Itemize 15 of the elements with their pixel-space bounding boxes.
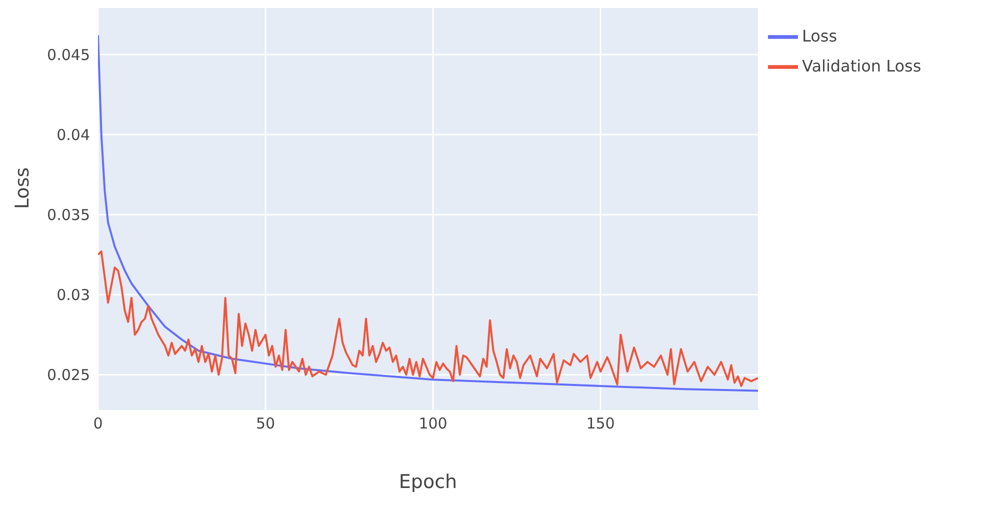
y-tick-label: 0.04 bbox=[56, 126, 90, 144]
y-tick-label: 0.035 bbox=[47, 206, 90, 224]
y-tick-label: 0.045 bbox=[47, 46, 90, 64]
y-tick-label: 0.03 bbox=[56, 286, 90, 304]
y-axis-title: Loss bbox=[12, 167, 34, 209]
x-axis-title: Epoch bbox=[398, 471, 458, 493]
line-series bbox=[98, 34, 758, 392]
x-tick-label: 100 bbox=[418, 414, 448, 433]
x-tick-label: 150 bbox=[586, 414, 615, 433]
legend-label: Validation Loss bbox=[802, 56, 922, 76]
legend-label: Loss bbox=[802, 26, 838, 46]
line-series bbox=[98, 250, 758, 387]
y-tick-label: 0.025 bbox=[47, 366, 90, 384]
x-tick-label: 0 bbox=[93, 414, 103, 433]
x-tick-label: 50 bbox=[256, 414, 276, 433]
